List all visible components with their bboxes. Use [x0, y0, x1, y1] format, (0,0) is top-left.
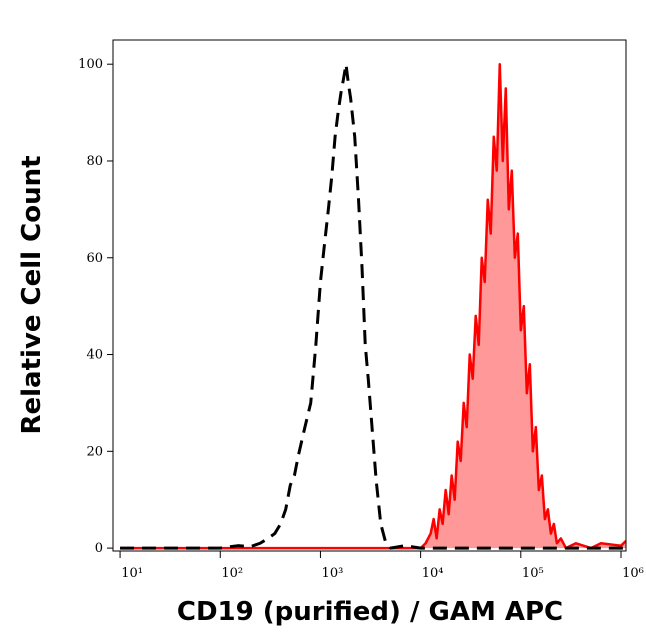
x-tick-label: 10⁶ — [622, 566, 644, 581]
histogram-line — [120, 62, 626, 550]
x-tick-label: 10² — [221, 566, 243, 581]
y-axis-title: Relative Cell Count — [17, 155, 47, 434]
y-tick-label: 100 — [78, 57, 103, 72]
x-tick-label: 10⁴ — [422, 566, 444, 581]
y-tick-label: 60 — [86, 251, 103, 266]
y-tick-label: 0 — [95, 541, 103, 556]
plot-area — [120, 62, 626, 550]
y-tick-label: 20 — [86, 444, 103, 459]
histogram-area — [120, 64, 626, 549]
plot-frame — [112, 39, 627, 552]
y-tick-label: 80 — [86, 154, 103, 169]
x-axis-title: CD19 (purified) / GAM APC — [177, 597, 563, 627]
x-tick-label: 10³ — [322, 566, 344, 581]
x-tick-label: 10⁵ — [522, 566, 544, 581]
histogram-line — [120, 62, 626, 550]
y-tick-label: 40 — [86, 348, 103, 363]
x-tick-label: 10¹ — [121, 566, 143, 581]
